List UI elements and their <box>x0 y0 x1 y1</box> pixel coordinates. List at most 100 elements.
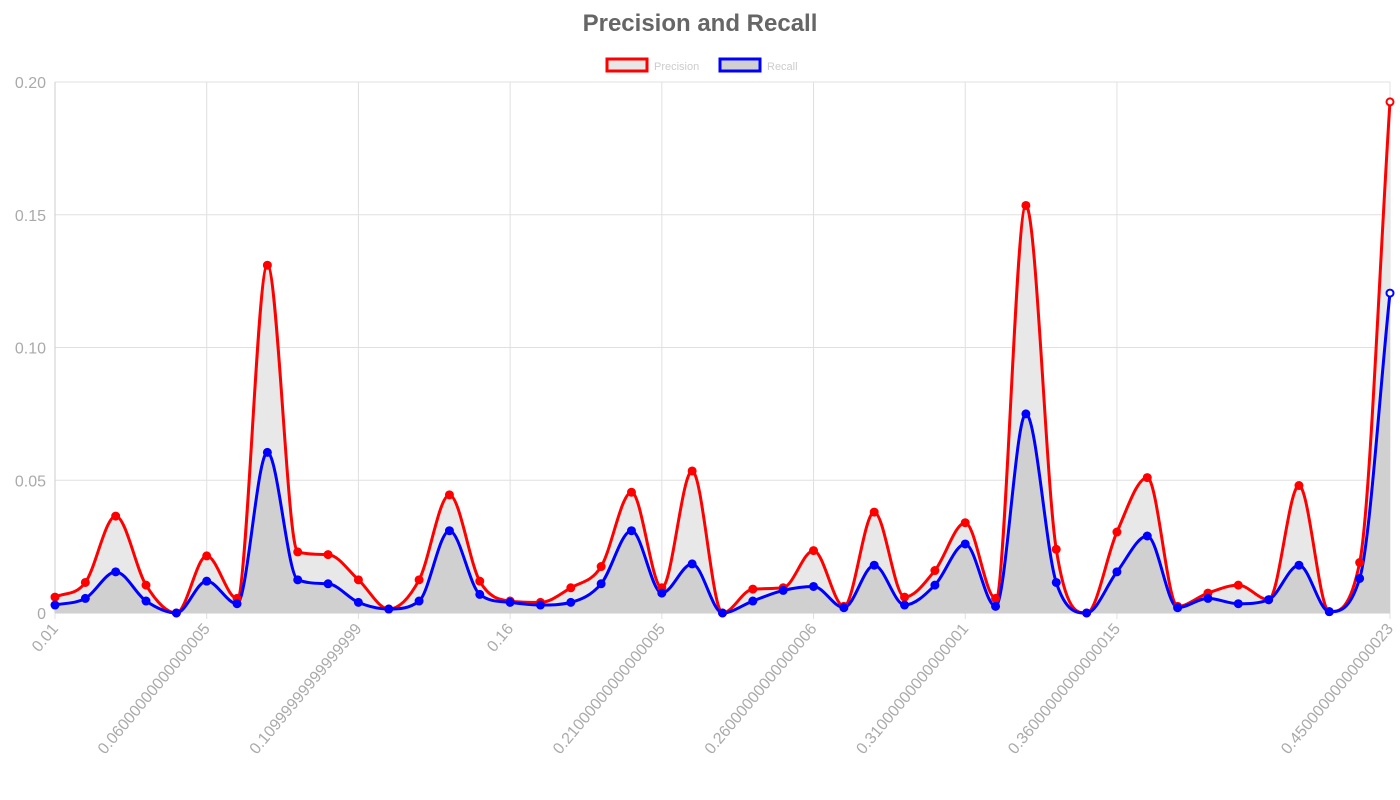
recall-point[interactable] <box>1051 577 1061 587</box>
recall-point[interactable] <box>384 604 394 614</box>
x-tick-label: 0.16 <box>484 621 517 656</box>
axis-layer: 0 0.05 0.10 0.15 0.20 0.01 0.06000000000000005… <box>15 75 1397 758</box>
recall-point[interactable] <box>809 581 819 591</box>
recall-point[interactable] <box>141 596 151 606</box>
recall-point[interactable] <box>262 447 272 457</box>
recall-point[interactable] <box>930 580 940 590</box>
precision-point[interactable] <box>930 566 940 576</box>
precision-point[interactable] <box>748 584 758 594</box>
precision-point[interactable] <box>1142 473 1152 483</box>
recall-point[interactable] <box>1324 607 1334 617</box>
x-tick-label: 0.45000000000000023 <box>1278 621 1397 758</box>
precision-point[interactable] <box>293 547 303 557</box>
recall-point[interactable] <box>566 597 576 607</box>
precision-point[interactable] <box>1051 544 1061 554</box>
precision-point[interactable] <box>1233 580 1243 590</box>
precision-point[interactable] <box>1294 481 1304 491</box>
recall-point[interactable] <box>1112 567 1122 577</box>
area-layer <box>55 101 1390 613</box>
y-tick-label: 0.20 <box>15 75 46 92</box>
precision-point[interactable] <box>960 518 970 528</box>
recall-point[interactable] <box>900 600 910 610</box>
precision-point[interactable] <box>1355 558 1365 568</box>
recall-point[interactable] <box>171 608 181 618</box>
recall-point[interactable] <box>414 596 424 606</box>
recall-point[interactable] <box>50 600 60 610</box>
recall-point[interactable] <box>778 585 788 595</box>
y-tick-label: 0.15 <box>15 208 46 225</box>
precision-point[interactable] <box>50 592 60 602</box>
precision-point[interactable] <box>687 466 697 476</box>
recall-point[interactable] <box>748 596 758 606</box>
legend-item-precision[interactable]: Precision <box>605 57 699 73</box>
recall-point[interactable] <box>505 597 515 607</box>
precision-point[interactable] <box>475 576 485 586</box>
precision-point[interactable] <box>596 562 606 572</box>
recall-point[interactable] <box>1021 409 1031 419</box>
x-tick-label: 0.36000000000000015 <box>1005 621 1124 758</box>
recall-point[interactable] <box>626 526 636 536</box>
y-tick-label: 0 <box>37 606 46 623</box>
legend-label-recall: Recall <box>767 61 798 73</box>
precision-point[interactable] <box>80 577 90 587</box>
x-tick-label: 0.21000000000000005 <box>550 621 669 758</box>
precision-point[interactable] <box>1112 527 1122 537</box>
legend-swatch-recall <box>718 57 762 73</box>
precision-point[interactable] <box>323 550 333 560</box>
precision-point[interactable] <box>353 575 363 585</box>
recall-point[interactable] <box>960 539 970 549</box>
legend-label-precision: Precision <box>654 61 699 73</box>
legend-item-recall[interactable]: Recall <box>718 57 798 73</box>
precision-point[interactable] <box>626 487 636 497</box>
precision-point[interactable] <box>262 260 272 270</box>
recall-point[interactable] <box>1294 560 1304 570</box>
precision-point[interactable] <box>900 592 910 602</box>
recall-point[interactable] <box>1203 593 1213 603</box>
recall-point[interactable] <box>657 588 667 598</box>
point-layer <box>50 97 1395 618</box>
x-tick-label: 0.31000000000000001 <box>853 621 972 758</box>
recall-point[interactable] <box>535 600 545 610</box>
recall-point[interactable] <box>596 579 606 589</box>
x-tick-label: 0.01 <box>29 621 62 656</box>
recall-point[interactable] <box>718 608 727 618</box>
recall-point[interactable] <box>1264 595 1274 605</box>
recall-point[interactable] <box>353 597 363 607</box>
precision-point[interactable] <box>444 490 454 500</box>
precision-point[interactable] <box>141 580 151 590</box>
precision-point[interactable] <box>111 511 121 521</box>
recall-point[interactable] <box>475 589 485 599</box>
recall-point[interactable] <box>687 559 697 569</box>
recall-point[interactable] <box>232 599 242 609</box>
recall-point[interactable] <box>869 560 879 570</box>
recall-point[interactable] <box>293 575 303 585</box>
legend-swatch-precision <box>605 57 649 73</box>
precision-point[interactable] <box>202 551 212 561</box>
x-tick-label: 0.26000000000000006 <box>702 621 821 758</box>
precision-point[interactable] <box>414 575 424 585</box>
recall-point[interactable] <box>1233 599 1243 609</box>
recall-point[interactable] <box>1385 288 1395 298</box>
precision-point[interactable] <box>869 507 879 517</box>
recall-point[interactable] <box>1142 531 1152 541</box>
recall-point[interactable] <box>111 567 121 577</box>
precision-point[interactable] <box>1385 97 1395 107</box>
recall-point[interactable] <box>1355 573 1365 583</box>
recall-point[interactable] <box>1082 608 1092 618</box>
x-tick-label: 0.06000000000000005 <box>95 621 214 758</box>
precision-point[interactable] <box>1021 200 1031 210</box>
recall-point[interactable] <box>991 601 1001 611</box>
recall-point[interactable] <box>80 593 90 603</box>
recall-point[interactable] <box>444 526 454 536</box>
precision-point[interactable] <box>809 546 819 556</box>
precision-point[interactable] <box>991 593 1001 603</box>
y-tick-label: 0.05 <box>15 473 46 490</box>
recall-point[interactable] <box>202 576 212 586</box>
recall-point[interactable] <box>1173 603 1183 613</box>
y-tick-label: 0.10 <box>15 341 46 358</box>
recall-point[interactable] <box>839 603 849 613</box>
recall-point[interactable] <box>323 579 333 589</box>
precision-point[interactable] <box>566 583 576 593</box>
chart-title: Precision and Recall <box>582 10 818 37</box>
